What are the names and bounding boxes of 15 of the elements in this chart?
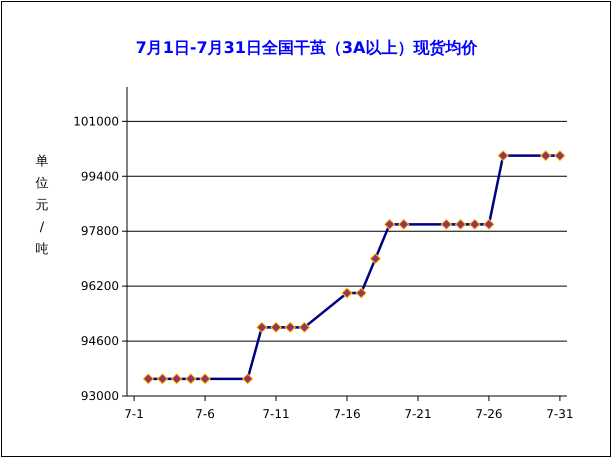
x-tick-label: 7-26 bbox=[475, 407, 503, 421]
x-tick-label: 7-1 bbox=[124, 407, 144, 421]
x-tick-label: 7-21 bbox=[404, 407, 432, 421]
title: 7月1日-7月31日全国干茧（3A以上）现货均价 bbox=[136, 38, 478, 57]
x-tick-label: 7-6 bbox=[195, 407, 215, 421]
y-tick-label: 97800 bbox=[80, 224, 119, 238]
y-tick-label: 93000 bbox=[80, 389, 119, 403]
x-tick-label: 7-31 bbox=[546, 407, 574, 421]
y-tick-label: 94600 bbox=[80, 334, 119, 348]
y-axis-title: 单位元/吨 bbox=[36, 154, 48, 257]
y-tick-label: 99400 bbox=[80, 169, 119, 184]
y-tick-label: 101000 bbox=[73, 114, 119, 128]
x-tick-label: 7-16 bbox=[333, 407, 361, 421]
x-tick-label: 7-11 bbox=[262, 407, 290, 421]
y-tick-label: 96200 bbox=[80, 279, 119, 294]
